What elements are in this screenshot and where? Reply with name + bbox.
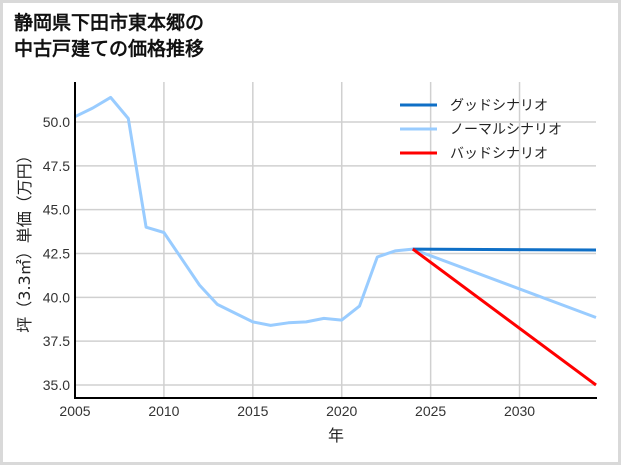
x-tick-label: 2010 (148, 403, 179, 419)
x-tick-labels: 2005 2010 2015 2020 2025 2030 (59, 403, 535, 419)
x-tick-label: 2015 (237, 403, 268, 419)
x-axis-label: 年 (328, 426, 344, 445)
chart-title-line-2: 中古戸建ての価格推移 (14, 38, 205, 60)
x-tick-label: 2020 (326, 403, 357, 419)
y-axis-label: 坪（3.3㎡）単価（万円） (15, 147, 34, 332)
x-tick-label: 2025 (415, 403, 446, 419)
series-line-2 (411, 247, 597, 387)
chart-title-line-1: 静岡県下田市東本郷の (14, 12, 205, 34)
series-line-1 (74, 95, 597, 327)
legend-label: バッドシナリオ (450, 146, 548, 162)
y-tick-label: 42.5 (43, 246, 70, 262)
axes (74, 82, 597, 399)
y-tick-label: 47.5 (43, 158, 70, 174)
y-tick-label: 40.0 (43, 289, 70, 305)
x-tick-label: 2030 (504, 403, 535, 419)
y-tick-label: 37.5 (43, 333, 70, 349)
x-tick-label: 2005 (59, 403, 90, 419)
grid-lines (74, 82, 596, 398)
y-tick-labels: 35.0 37.5 40.0 42.5 45.0 47.5 50.0 (43, 114, 70, 393)
chart-title: 静岡県下田市東本郷の 中古戸建ての価格推移 (14, 10, 204, 62)
y-tick-label: 35.0 (43, 377, 70, 393)
y-tick-label: 45.0 (43, 202, 70, 218)
legend-label: グッドシナリオ (450, 98, 548, 114)
y-tick-label: 50.0 (43, 114, 70, 130)
data-series (74, 95, 597, 387)
legend-label: ノーマルシナリオ (450, 122, 562, 138)
series-line-0 (412, 247, 597, 252)
